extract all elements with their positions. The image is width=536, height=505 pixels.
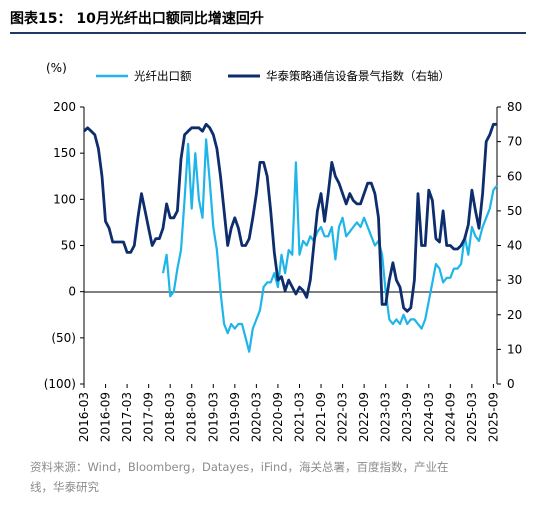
chart: 200150100500(50)(100)(%)8070605040302010… xyxy=(44,61,523,442)
x-tick-label: 2023-03 xyxy=(379,392,393,442)
source-note-line2: 线，华泰研究 xyxy=(30,480,99,494)
x-tick-label: 2021-03 xyxy=(292,392,306,442)
x-tick-label: 2024-03 xyxy=(422,392,436,442)
x-tick-label: 2018-09 xyxy=(185,392,199,442)
x-tick-label: 2025-09 xyxy=(486,392,500,442)
x-tick-label: 2019-03 xyxy=(206,392,220,442)
right-tick-label: 60 xyxy=(507,169,522,183)
series-line-index xyxy=(83,122,497,313)
chart-series xyxy=(83,122,498,353)
left-tick-label: 150 xyxy=(53,146,76,160)
x-tick-label: 2024-09 xyxy=(443,392,457,442)
x-tick-label: 2022-09 xyxy=(357,392,371,442)
x-tick-label: 2019-09 xyxy=(228,392,242,442)
x-tick-label: 2016-09 xyxy=(99,392,113,442)
x-tick-label: 2025-03 xyxy=(465,392,479,442)
right-tick-label: 70 xyxy=(507,135,522,149)
x-tick-label: 2017-03 xyxy=(120,392,134,442)
left-tick-label: 200 xyxy=(53,100,76,114)
x-tick-label: 2020-03 xyxy=(249,392,263,442)
chart-axes: 200150100500(50)(100)(%)8070605040302010… xyxy=(44,61,523,442)
page-title: 图表15： 10月光纤出口额同比增速回升 xyxy=(10,11,264,27)
left-axis-unit: (%) xyxy=(46,61,67,75)
x-tick-label: 2018-03 xyxy=(163,392,177,442)
x-tick-label: 2020-09 xyxy=(271,392,285,442)
legend-label: 华泰策略通信设备景气指数（右轴） xyxy=(266,69,450,83)
right-tick-label: 20 xyxy=(507,308,522,322)
left-tick-label: 100 xyxy=(53,192,76,206)
title-rule xyxy=(10,32,526,34)
right-tick-label: 30 xyxy=(507,273,522,287)
left-tick-label: (50) xyxy=(51,331,76,345)
right-tick-label: 0 xyxy=(507,377,515,391)
left-tick-label: 0 xyxy=(68,285,76,299)
x-tick-label: 2016-03 xyxy=(77,392,91,442)
right-tick-label: 50 xyxy=(507,204,522,218)
x-tick-label: 2022-03 xyxy=(336,392,350,442)
x-tick-label: 2023-09 xyxy=(400,392,414,442)
legend-label: 光纤出口额 xyxy=(134,69,192,83)
series-line-export xyxy=(161,138,498,353)
x-tick-label: 2021-09 xyxy=(314,392,328,442)
left-tick-label: (100) xyxy=(44,377,76,391)
right-tick-label: 10 xyxy=(507,342,522,356)
left-tick-label: 50 xyxy=(61,239,76,253)
right-tick-label: 80 xyxy=(507,100,522,114)
source-note-line1: 资料来源：Wind，Bloomberg，Datayes，iFind，海关总署，百… xyxy=(30,460,449,474)
x-tick-label: 2017-09 xyxy=(142,392,156,442)
chart-legend: 光纤出口额 华泰策略通信设备景气指数（右轴） xyxy=(96,69,450,83)
right-tick-label: 40 xyxy=(507,239,522,253)
